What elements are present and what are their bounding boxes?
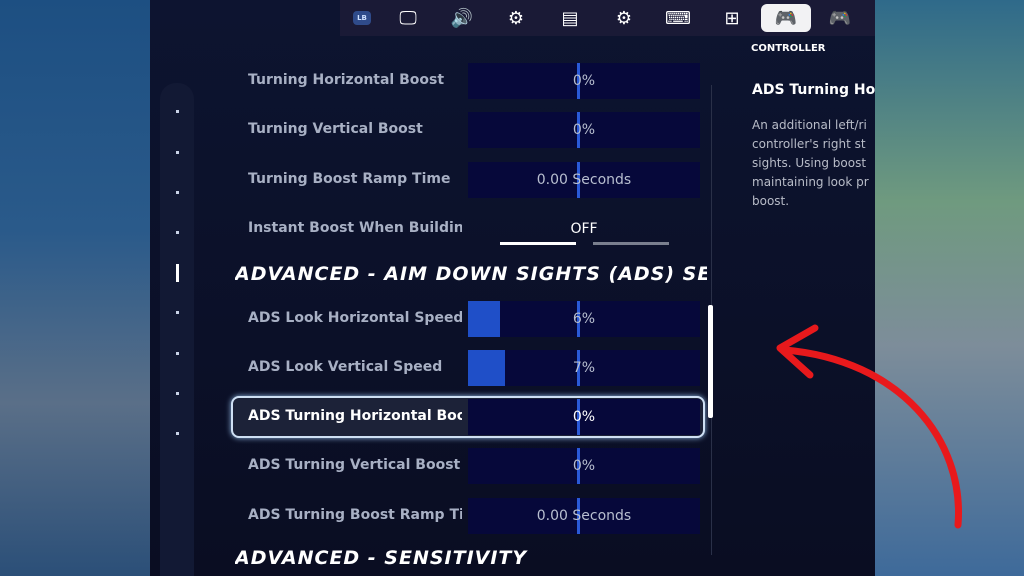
slider-center-mark bbox=[577, 112, 580, 148]
lb-bumper-icon: LB bbox=[353, 11, 371, 25]
setting-value: 0% bbox=[572, 409, 596, 425]
setting-label: ADS Turning Boost Ramp Time bbox=[248, 507, 462, 523]
setting-label: Turning Vertical Boost bbox=[248, 121, 423, 137]
description-line: boost. bbox=[752, 194, 790, 208]
section-nav-dot[interactable] bbox=[176, 432, 179, 435]
section-nav-dot[interactable] bbox=[176, 191, 179, 194]
monitor-icon: 🖵 bbox=[399, 7, 417, 29]
controller-gear-icon: 🎮 bbox=[774, 7, 798, 29]
setting-slider[interactable]: 0% bbox=[468, 448, 700, 484]
slider-center-mark bbox=[577, 448, 580, 484]
slider-center-mark bbox=[577, 350, 580, 386]
setting-slider[interactable]: 0% bbox=[468, 63, 700, 99]
setting-slider[interactable]: 0.00 Seconds bbox=[468, 162, 700, 198]
setting-label: Instant Boost When Building bbox=[248, 220, 462, 236]
display-layout-icon: ▤ bbox=[561, 7, 579, 29]
section-header-sensitivity: ADVANCED - SENSITIVITY bbox=[235, 547, 528, 569]
description-line: An additional left/ri bbox=[752, 118, 867, 132]
gear-icon: ⚙ bbox=[507, 7, 525, 29]
active-tab-label: CONTROLLER bbox=[751, 43, 826, 54]
setting-slider[interactable]: 6% bbox=[468, 301, 700, 337]
setting-slider[interactable]: 7% bbox=[468, 350, 700, 386]
red-arrow-annotation bbox=[776, 324, 963, 529]
tab-gear[interactable]: ⚙ bbox=[491, 4, 541, 32]
setting-value: 7% bbox=[572, 360, 596, 376]
section-nav-dot[interactable] bbox=[176, 151, 179, 154]
tab-display-layout[interactable]: ▤ bbox=[545, 4, 595, 32]
tab-monitor[interactable]: 🖵 bbox=[383, 4, 433, 32]
setting-slider[interactable]: 0% bbox=[468, 112, 700, 148]
arrow-head bbox=[776, 324, 819, 379]
tab-controller-gear[interactable]: 🎮 bbox=[761, 4, 811, 32]
setting-label: Turning Horizontal Boost bbox=[248, 72, 445, 88]
description-line: controller's right st bbox=[752, 137, 866, 151]
toggle-indicator-right[interactable] bbox=[593, 242, 669, 245]
section-nav-dot[interactable] bbox=[176, 110, 179, 113]
setting-value: 0.00 Seconds bbox=[536, 172, 632, 188]
setting-toggle[interactable]: OFF bbox=[468, 211, 700, 247]
slider-center-mark bbox=[577, 498, 580, 534]
toggle-indicator-left[interactable] bbox=[500, 242, 576, 245]
gamepad-icon: 🎮 bbox=[828, 7, 852, 29]
hierarchy-icon: ⊞ bbox=[724, 7, 740, 29]
touch-gear-icon: ⚙ bbox=[615, 7, 633, 29]
section-nav-dot[interactable] bbox=[176, 392, 179, 395]
setting-value: 0% bbox=[572, 458, 596, 474]
section-header-ads: ADVANCED - AIM DOWN SIGHTS (ADS) SENSITI… bbox=[235, 263, 707, 285]
tab-touch-gear[interactable]: ⚙ bbox=[599, 4, 649, 32]
slider-center-mark bbox=[577, 162, 580, 198]
setting-slider[interactable]: 0.00 Seconds bbox=[468, 498, 700, 534]
arrow-shaft bbox=[781, 346, 963, 529]
slider-fill bbox=[468, 350, 506, 386]
description-line: maintaining look pr bbox=[752, 175, 869, 189]
setting-value: 0.00 Seconds bbox=[536, 508, 632, 524]
slider-center-mark bbox=[577, 399, 580, 435]
setting-value: OFF bbox=[570, 221, 598, 237]
slider-center-mark bbox=[577, 301, 580, 337]
setting-value: 0% bbox=[572, 73, 596, 89]
setting-label: ADS Turning Horizontal Boost bbox=[248, 408, 462, 424]
scrollbar-thumb[interactable] bbox=[708, 305, 713, 418]
section-nav-dot[interactable] bbox=[176, 311, 179, 314]
section-nav-dot[interactable] bbox=[176, 231, 179, 234]
setting-value: 0% bbox=[572, 122, 596, 138]
description-title: ADS Turning Horizontal Boost bbox=[752, 82, 875, 98]
setting-slider[interactable]: 0% bbox=[468, 399, 700, 435]
keyboard-mouse-icon: ⌨ bbox=[665, 7, 691, 29]
section-nav-dot[interactable] bbox=[176, 352, 179, 355]
tab-keyboard-mouse[interactable]: ⌨ bbox=[653, 4, 703, 32]
setting-label: ADS Look Horizontal Speed bbox=[248, 310, 462, 326]
setting-label: ADS Look Vertical Speed bbox=[248, 359, 443, 375]
tab-hierarchy[interactable]: ⊞ bbox=[707, 4, 757, 32]
slider-fill bbox=[468, 301, 501, 337]
section-nav-rail bbox=[160, 83, 194, 576]
tab-gamepad[interactable]: 🎮 bbox=[815, 4, 865, 32]
tab-speaker[interactable]: 🔊 bbox=[437, 4, 487, 32]
background-left bbox=[0, 0, 150, 576]
background-right bbox=[875, 0, 1024, 576]
section-nav-active[interactable] bbox=[176, 264, 179, 282]
speaker-icon: 🔊 bbox=[450, 7, 474, 29]
description-line: sights. Using boost bbox=[752, 156, 867, 170]
slider-center-mark bbox=[577, 63, 580, 99]
setting-value: 6% bbox=[572, 311, 596, 327]
setting-label: ADS Turning Vertical Boost bbox=[248, 457, 461, 473]
setting-label: Turning Boost Ramp Time bbox=[248, 171, 451, 187]
